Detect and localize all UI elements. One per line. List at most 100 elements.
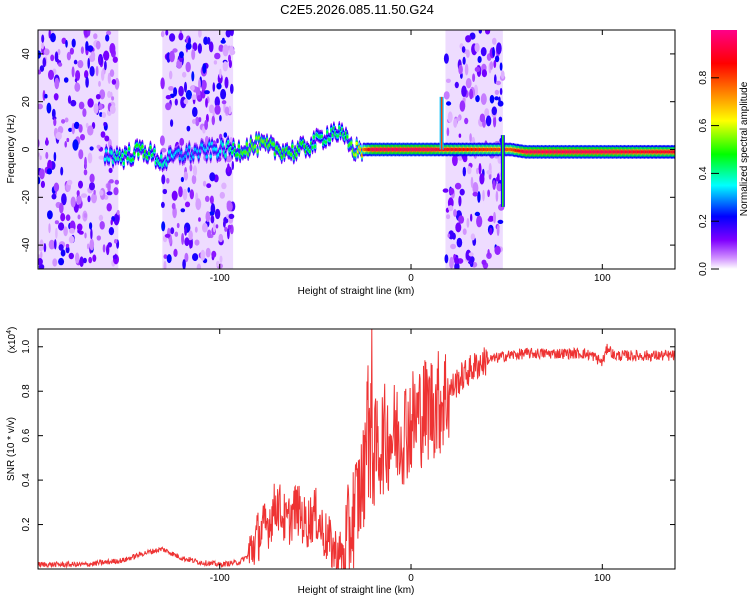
noise-blob: [497, 100, 504, 107]
noise-blob: [41, 34, 45, 43]
noise-blob: [67, 95, 72, 104]
noise-blob: [111, 96, 115, 101]
noise-blob: [207, 229, 212, 239]
noise-blob: [458, 64, 463, 75]
noise-blob: [494, 89, 500, 96]
ridge-cell: [231, 151, 234, 155]
noise-blob: [80, 46, 84, 54]
noise-blob: [493, 211, 496, 224]
noise-blob: [103, 122, 107, 127]
snr-frame: [37, 328, 676, 570]
noise-blob: [66, 137, 70, 143]
noise-blob: [214, 104, 221, 115]
ridge-cell: [184, 154, 187, 158]
noise-blob: [480, 93, 487, 105]
noise-blob: [184, 252, 189, 263]
ridge-cell: [672, 150, 675, 154]
ridge-cell: [218, 149, 222, 153]
noise-blob: [491, 106, 497, 116]
noise-blob: [225, 155, 232, 163]
noise-blob: [87, 125, 94, 136]
noise-blob: [481, 259, 487, 266]
noise-blob: [74, 78, 78, 83]
noise-blob: [202, 63, 207, 74]
noise-blob: [228, 105, 232, 115]
noise-blob: [224, 226, 228, 232]
noise-blob: [472, 182, 479, 194]
noise-blob: [75, 252, 80, 264]
noise-blob: [191, 85, 195, 91]
noise-blob: [65, 39, 68, 48]
snr-ticks: -100 0 100 0.2 0.4 0.6 0.8 1.0: [21, 329, 675, 584]
noise-blob: [43, 48, 50, 56]
noise-blob: [454, 182, 462, 190]
noise-blob: [493, 60, 497, 68]
noise-blob: [95, 94, 101, 100]
noise-blob: [219, 115, 222, 122]
noise-blob: [444, 254, 449, 264]
noise-blob: [478, 163, 482, 175]
noise-blob: [182, 71, 187, 78]
noise-blob: [74, 82, 81, 92]
noise-blob: [166, 254, 172, 264]
noise-blob: [192, 253, 199, 262]
ridge-cell: [308, 149, 311, 154]
noise-blob: [183, 98, 189, 105]
noise-blob: [227, 227, 230, 240]
noise-blob: [191, 71, 195, 82]
noise-blob: [499, 62, 503, 71]
snr-y-tick-label: 0.4: [21, 473, 32, 487]
noise-blob: [458, 195, 462, 207]
noise-blob: [84, 70, 89, 79]
noise-blob: [107, 90, 112, 99]
ridge-cell: [272, 142, 275, 146]
noise-blob: [170, 119, 174, 127]
noise-blob: [106, 203, 112, 212]
noise-blob: [219, 68, 222, 79]
noise-blob: [181, 232, 185, 245]
noise-blob: [212, 106, 215, 118]
ridge-cell: [257, 136, 261, 140]
noise-blob: [195, 198, 202, 211]
noise-blob: [221, 37, 225, 43]
noise-blob: [223, 220, 226, 228]
noise-blob: [55, 131, 62, 140]
ridge-cell: [160, 155, 163, 159]
snr-y-tick-label: 0.2: [21, 517, 32, 531]
noise-blob: [90, 228, 93, 240]
snr-y-multiplier: (x104): [6, 327, 18, 354]
noise-blob: [59, 202, 64, 214]
noise-blob: [227, 163, 230, 173]
noise-blob: [182, 259, 186, 269]
noise-blob: [174, 231, 179, 237]
noise-blob: [494, 74, 497, 85]
ridge-cell: [346, 135, 349, 139]
figure-title: C2E5.2026.085.11.50.G24: [280, 2, 434, 17]
noise-blob: [229, 45, 235, 56]
noise-blob: [78, 149, 84, 160]
noise-blob: [464, 63, 469, 76]
noise-blob: [169, 70, 173, 80]
noise-blob: [470, 233, 476, 241]
noise-blob: [98, 103, 103, 111]
noise-blob: [180, 208, 186, 213]
noise-blob: [195, 116, 200, 127]
noise-blob: [492, 37, 497, 45]
noise-blob: [184, 201, 191, 208]
noise-blob: [179, 51, 184, 59]
noise-blob: [189, 164, 193, 172]
noise-blob: [38, 176, 41, 185]
ridge-cell: [158, 162, 162, 166]
noise-blob: [476, 167, 479, 175]
noise-blob: [468, 252, 474, 257]
noise-blob: [61, 193, 67, 206]
noise-blob: [209, 195, 214, 205]
ridge-cell: [253, 144, 257, 149]
ridge-cell: [324, 140, 328, 144]
ridge-cell: [248, 148, 251, 152]
noise-blob: [99, 89, 106, 100]
noise-blob: [211, 250, 217, 258]
ridge-cell: [205, 155, 208, 159]
ridge-cell: [289, 152, 293, 156]
noise-blob: [108, 167, 113, 174]
